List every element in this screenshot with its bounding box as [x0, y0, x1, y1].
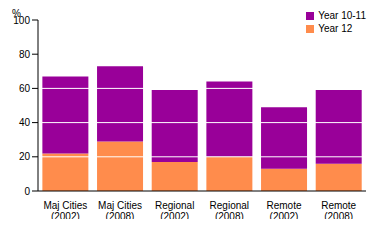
svg-text:Maj Cities(2002): Maj Cities(2002): [43, 200, 87, 219]
html-text:Year 12: Year 12: [318, 23, 353, 34]
svg-text:20: 20: [19, 151, 31, 162]
svg-text:0: 0: [24, 186, 30, 197]
svg-text:60: 60: [19, 83, 31, 94]
svg-text:Regional(2002): Regional(2002): [155, 200, 194, 219]
svg-text:100: 100: [13, 15, 30, 26]
svg-text:Maj Cities(2008): Maj Cities(2008): [98, 200, 142, 219]
svg-text:40: 40: [19, 117, 31, 128]
svg-text:Remote(2008): Remote(2008): [321, 200, 356, 219]
svg-text:80: 80: [19, 49, 31, 60]
svg-text:Remote(2002): Remote(2002): [266, 200, 301, 219]
svg-text:Regional(2008): Regional(2008): [210, 200, 249, 219]
html-text:Year 10-11: Year 10-11: [318, 10, 366, 21]
